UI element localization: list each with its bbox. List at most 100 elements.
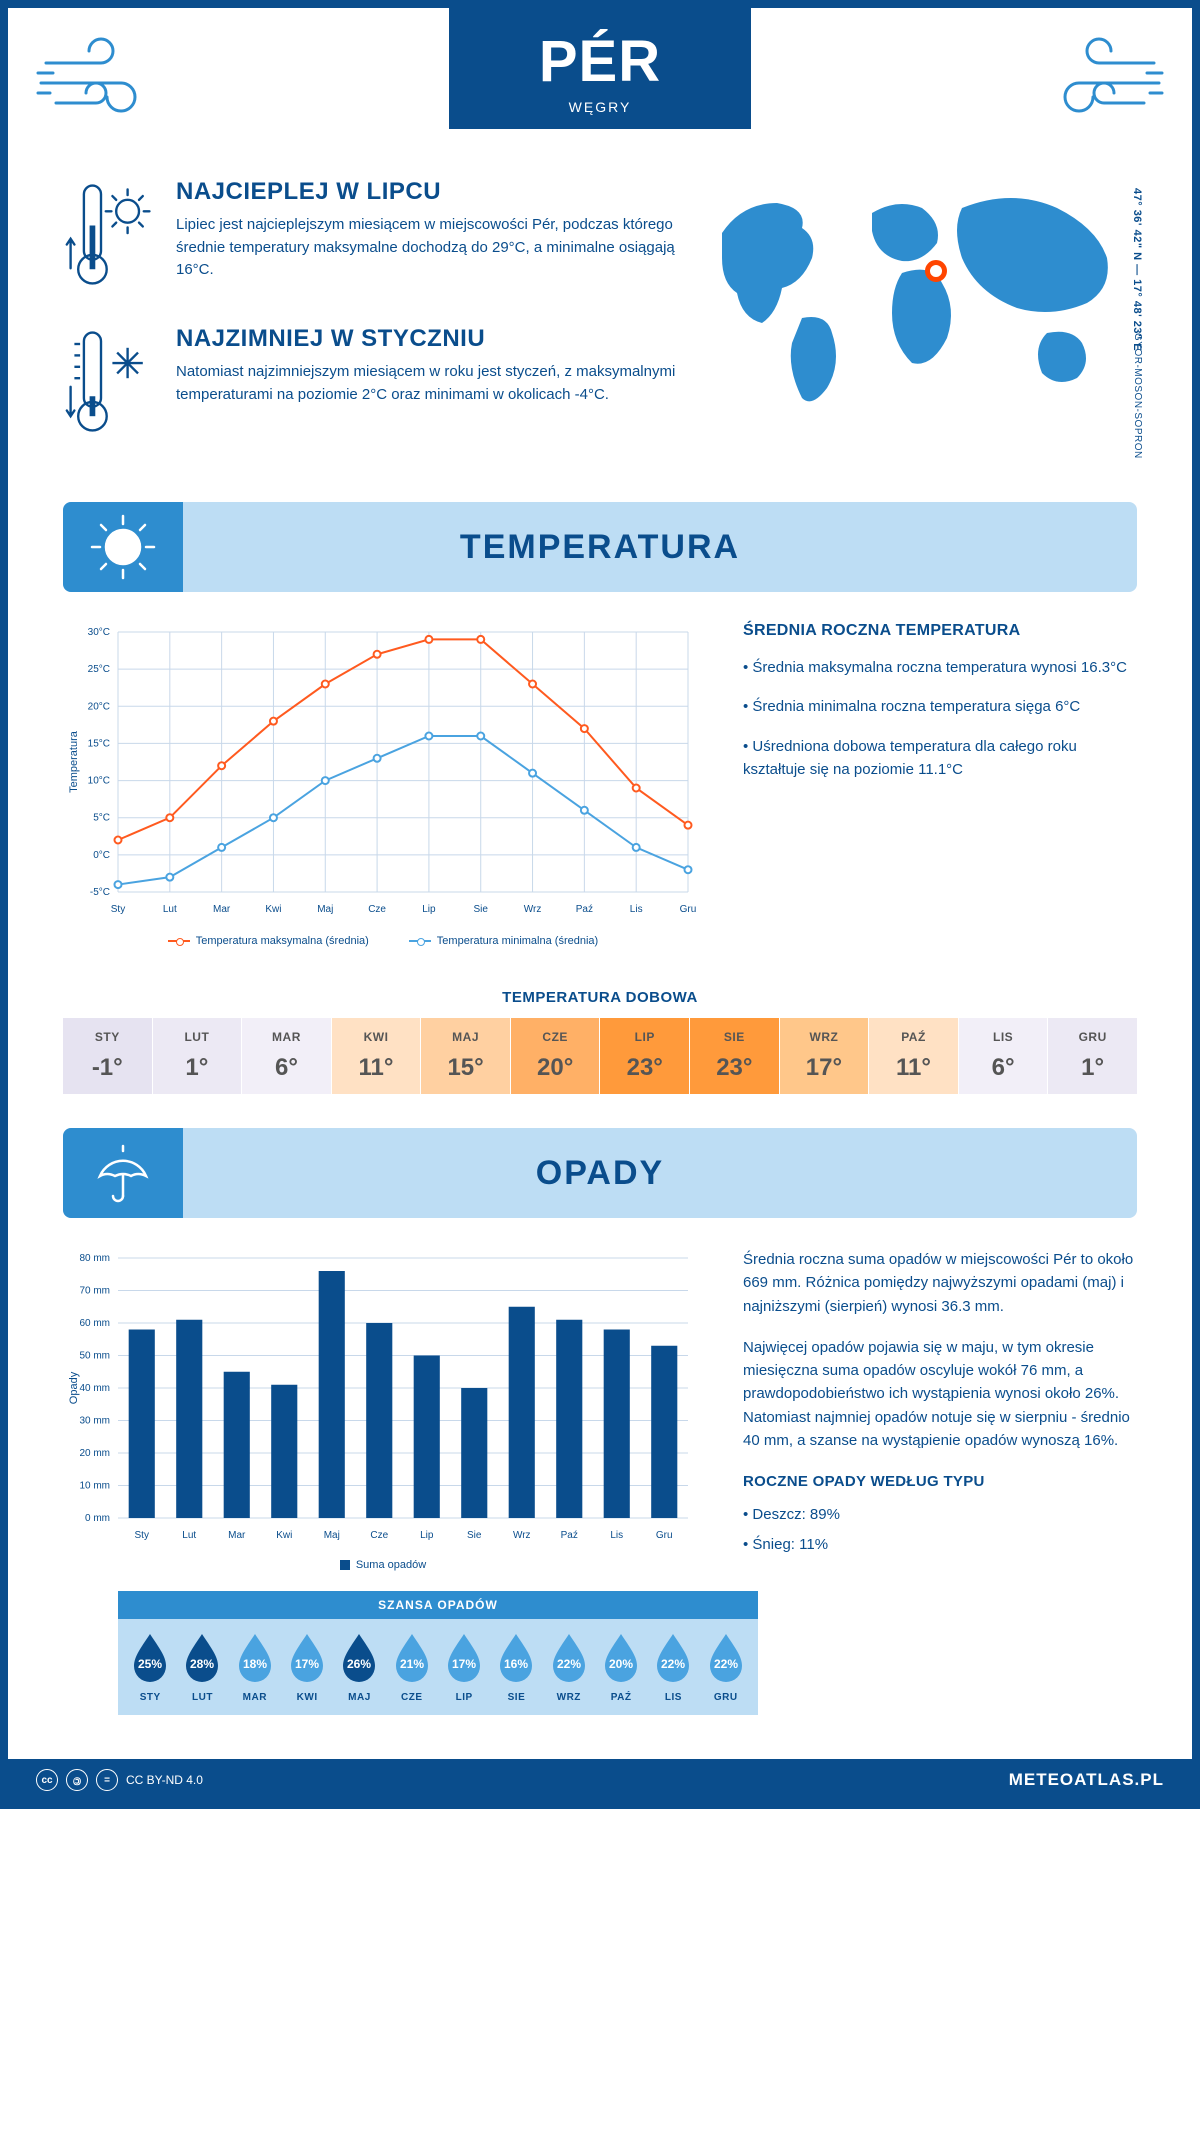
daily-cell: SIE23° [690, 1018, 780, 1094]
temp-note-line: • Średnia maksymalna roczna temperatura … [743, 656, 1137, 679]
svg-text:Paź: Paź [561, 1530, 578, 1541]
wind-icon-right [1014, 28, 1164, 128]
thermometer-hot-icon [63, 178, 158, 297]
svg-text:-5°C: -5°C [90, 887, 110, 898]
svg-text:30 mm: 30 mm [79, 1416, 110, 1427]
daily-cell: GRU1° [1048, 1018, 1137, 1094]
svg-text:Lip: Lip [422, 904, 436, 915]
svg-text:25°C: 25°C [88, 664, 110, 675]
svg-text:17%: 17% [452, 1657, 476, 1671]
license-text: CC BY-ND 4.0 [126, 1773, 203, 1787]
svg-text:Kwi: Kwi [276, 1530, 292, 1541]
daily-cell: WRZ17° [780, 1018, 870, 1094]
precip-chance-strip: 25%STY28%LUT18%MAR17%KWI26%MAJ21%CZE17%L… [118, 1619, 758, 1715]
chance-drop: 22%LIS [647, 1631, 699, 1703]
chance-drop: 16%SIE [490, 1631, 542, 1703]
svg-text:Cze: Cze [368, 904, 386, 915]
daily-cell: MAJ15° [421, 1018, 511, 1094]
region-label: GYOR-MOSON-SOPRON [1132, 333, 1143, 459]
svg-text:Wrz: Wrz [513, 1530, 531, 1541]
daily-cell: LIS6° [959, 1018, 1049, 1094]
daily-cell: KWI11° [332, 1018, 422, 1094]
temp-note-line: • Uśredniona dobowa temperatura dla całe… [743, 735, 1137, 782]
daily-cell: STY-1° [63, 1018, 153, 1094]
svg-text:20%: 20% [609, 1657, 633, 1671]
fact-hottest: NAJCIEPLEJ W LIPCU Lipiec jest najcieple… [63, 178, 677, 297]
temp-note-line: • Średnia minimalna roczna temperatura s… [743, 695, 1137, 718]
svg-text:Cze: Cze [370, 1530, 388, 1541]
fact-cold-body: Natomiast najzimniejszym miesiącem w rok… [176, 361, 677, 406]
svg-text:20°C: 20°C [88, 701, 110, 712]
fact-hot-body: Lipiec jest najcieplejszym miesiącem w m… [176, 214, 677, 282]
svg-text:18%: 18% [243, 1657, 267, 1671]
svg-text:Mar: Mar [213, 904, 231, 915]
country-name: WĘGRY [539, 99, 661, 115]
temperature-banner: TEMPERATURA [63, 502, 1137, 592]
svg-text:15°C: 15°C [88, 738, 110, 749]
svg-text:Gru: Gru [680, 904, 697, 915]
svg-text:20 mm: 20 mm [79, 1448, 110, 1459]
fact-cold-title: NAJZIMNIEJ W STYCZNIU [176, 325, 677, 353]
precipitation-bar-chart: 0 mm10 mm20 mm30 mm40 mm50 mm60 mm70 mm8… [63, 1248, 703, 1715]
svg-text:10 mm: 10 mm [79, 1481, 110, 1492]
svg-text:70 mm: 70 mm [79, 1286, 110, 1297]
svg-text:25%: 25% [138, 1657, 162, 1671]
svg-text:Maj: Maj [324, 1530, 340, 1541]
svg-text:Sie: Sie [474, 904, 489, 915]
fact-coldest: NAJZIMNIEJ W STYCZNIU Natomiast najzimni… [63, 325, 677, 444]
chance-drop: 22%WRZ [543, 1631, 595, 1703]
daily-cell: PAŹ11° [869, 1018, 959, 1094]
title-banner: PÉR WĘGRY [449, 8, 751, 129]
svg-text:50 mm: 50 mm [79, 1351, 110, 1362]
svg-text:22%: 22% [714, 1657, 738, 1671]
site-name: METEOATLAS.PL [1009, 1770, 1164, 1790]
svg-text:0°C: 0°C [93, 850, 110, 861]
cc-icon: cc [36, 1769, 58, 1791]
header: PÉR WĘGRY [8, 8, 1192, 168]
svg-text:Lis: Lis [630, 904, 643, 915]
svg-text:Sie: Sie [467, 1530, 482, 1541]
umbrella-icon [63, 1128, 183, 1218]
precip-legend: Suma opadów [356, 1559, 426, 1571]
svg-text:Sty: Sty [111, 904, 125, 915]
svg-text:Paź: Paź [576, 904, 593, 915]
chance-drop: 17%LIP [438, 1631, 490, 1703]
chance-drop: 17%KWI [281, 1631, 333, 1703]
thermometer-cold-icon [63, 325, 158, 444]
chance-drop: 20%PAŹ [595, 1631, 647, 1703]
precip-para-1: Średnia roczna suma opadów w miejscowośc… [743, 1248, 1137, 1318]
svg-text:Wrz: Wrz [524, 904, 542, 915]
daily-cell: LIP23° [600, 1018, 690, 1094]
wind-icon-left [36, 28, 186, 128]
svg-text:16%: 16% [504, 1657, 528, 1671]
footer: cc 🄯 = CC BY-ND 4.0 METEOATLAS.PL [8, 1759, 1192, 1801]
svg-text:0 mm: 0 mm [85, 1513, 110, 1524]
world-map [707, 178, 1137, 418]
svg-text:Lut: Lut [182, 1530, 196, 1541]
nd-icon: = [96, 1769, 118, 1791]
location-marker-icon [925, 260, 947, 282]
daily-temp-strip: STY-1°LUT1°MAR6°KWI11°MAJ15°CZE20°LIP23°… [63, 1018, 1137, 1094]
svg-text:10°C: 10°C [88, 776, 110, 787]
sun-icon [63, 502, 183, 592]
section-temperature-title: TEMPERATURA [460, 528, 740, 567]
svg-text:Lip: Lip [420, 1530, 434, 1541]
svg-text:Maj: Maj [317, 904, 333, 915]
chance-drop: 18%MAR [229, 1631, 281, 1703]
svg-text:5°C: 5°C [93, 813, 110, 824]
chance-drop: 26%MAJ [333, 1631, 385, 1703]
precipitation-banner: OPADY [63, 1128, 1137, 1218]
chance-drop: 21%CZE [386, 1631, 438, 1703]
svg-text:17%: 17% [295, 1657, 319, 1671]
svg-text:Temperatura: Temperatura [68, 730, 80, 793]
svg-text:Gru: Gru [656, 1530, 673, 1541]
temperature-line-chart: -5°C0°C5°C10°C15°C20°C25°C30°CStyLutMarK… [63, 622, 703, 947]
fact-hot-title: NAJCIEPLEJ W LIPCU [176, 178, 677, 206]
svg-text:22%: 22% [661, 1657, 685, 1671]
svg-text:Sty: Sty [135, 1530, 149, 1541]
precip-type-title: ROCZNE OPADY WEDŁUG TYPU [743, 1470, 1137, 1493]
precip-type-line: • Śnieg: 11% [743, 1533, 1137, 1556]
temp-notes-title: ŚREDNIA ROCZNA TEMPERATURA [743, 622, 1137, 640]
precip-para-2: Najwięcej opadów pojawia się w maju, w t… [743, 1336, 1137, 1452]
svg-text:Mar: Mar [228, 1530, 246, 1541]
